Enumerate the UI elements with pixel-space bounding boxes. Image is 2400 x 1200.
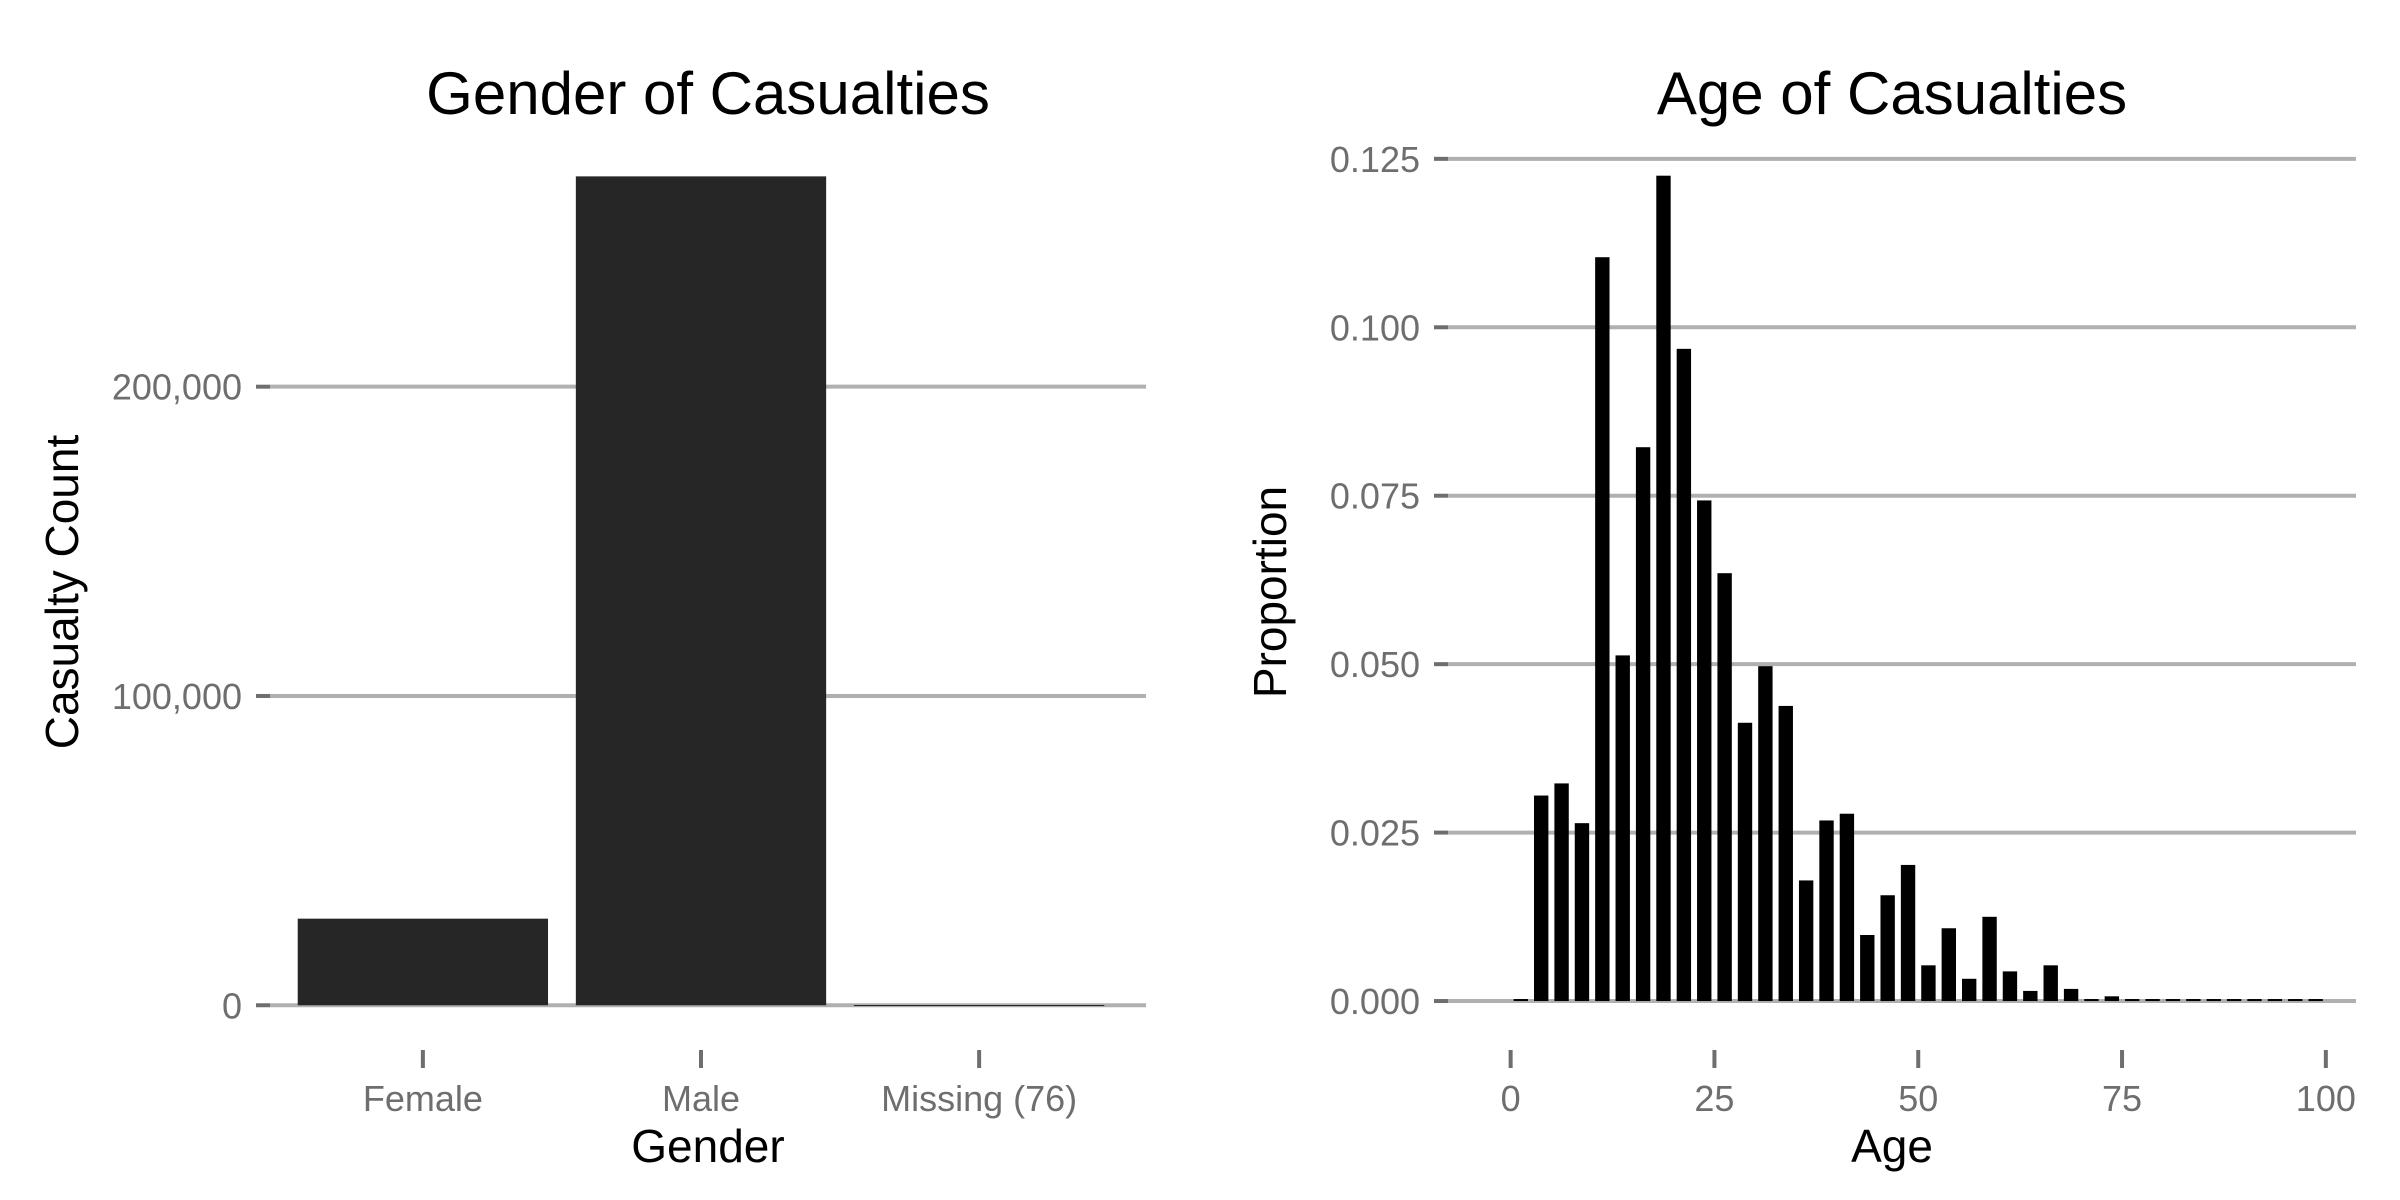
bar [1921,965,1936,1002]
y-tick-label: 0.075 [1330,476,1420,517]
bar [2186,999,2201,1002]
age-y-axis: 0.000 0.025 0.050 0.075 0.100 0.125 [1330,139,1448,1022]
bar [1880,895,1895,1002]
x-tick-label: Male [662,1078,740,1119]
bar [1839,813,1855,1002]
bar [2125,999,2140,1002]
gender-bars [297,176,1105,1007]
bar [2002,971,2018,1002]
bar [1615,655,1630,1002]
x-tick-label: 100 [2296,1078,2356,1119]
bar [2084,999,2099,1002]
bar [1819,820,1834,1002]
bar [2165,999,2181,1002]
bar [1737,722,1753,1002]
x-tick-label: 75 [2102,1078,2142,1119]
age-chart: Age of Casualties Age Proportion 0.0000.… [1244,60,2356,1172]
bar [1676,348,1692,1002]
age-y-axis-title: Proportion [1244,486,1296,698]
bar [1554,783,1569,1002]
age-bars [1513,175,2323,1002]
age-x-axis: 0 25 50 75 100 [1501,1050,2356,1119]
bar [1574,823,1590,1002]
x-tick-label: Female [363,1078,483,1119]
bar [1860,935,1875,1002]
bar [1798,880,1814,1002]
bar [575,176,827,1006]
bar [1635,447,1651,1002]
gender-x-axis-title: Gender [631,1120,784,1172]
gender-x-axis: Female Male Missing (76) [363,1050,1077,1119]
bar [1513,999,1529,1002]
x-tick-label: 0 [1501,1078,1521,1119]
gender-y-axis: 0 100,000 200,000 [112,367,270,1026]
bar [2023,990,2038,1002]
bar [2104,996,2120,1002]
bar [1595,257,1610,1002]
bar [2063,988,2079,1002]
y-tick-label: 0.125 [1330,139,1420,180]
bar [2308,999,2323,1002]
bar [2247,999,2262,1002]
y-tick-label: 0.100 [1330,307,1420,348]
bar [297,918,549,1006]
age-x-axis-title: Age [1851,1120,1933,1172]
x-tick-label: 25 [1694,1078,1734,1119]
bar [1717,573,1732,1002]
bar [1697,500,1712,1002]
gender-y-axis-title: Casualty Count [36,435,88,750]
gender-chart: Gender of Casualties Gender Casualty Cou… [36,60,1146,1172]
bar [2288,999,2303,1002]
x-tick-label: Missing (76) [881,1078,1077,1119]
bar [1941,928,1956,1002]
bar [853,1005,1105,1007]
bar [2206,999,2221,1002]
bar [2267,999,2283,1002]
bar [1961,978,1977,1002]
gender-chart-title: Gender of Casualties [426,60,990,127]
bar [1758,666,1773,1002]
bar [1534,795,1549,1002]
bar [1900,864,1916,1002]
bar [2226,999,2242,1002]
bar [2145,999,2160,1002]
age-chart-title: Age of Casualties [1657,60,2127,127]
x-tick-label: 50 [1898,1078,1938,1119]
bar [2043,965,2058,1002]
y-tick-label: 0.000 [1330,981,1420,1022]
y-tick-label: 200,000 [112,367,242,408]
bar [1778,705,1793,1002]
bar [1656,175,1671,1002]
y-tick-label: 100,000 [112,676,242,717]
y-tick-label: 0.025 [1330,813,1420,854]
y-tick-label: 0.050 [1330,644,1420,685]
y-tick-label: 0 [222,985,242,1026]
bar [1982,916,1997,1002]
